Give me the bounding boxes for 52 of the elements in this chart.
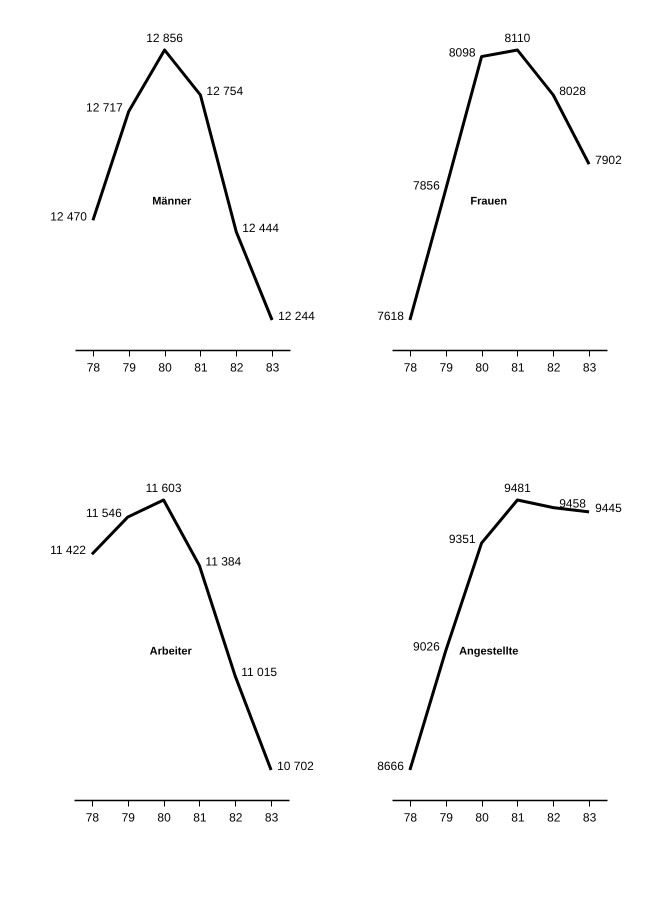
data-label: 12 856 [146, 31, 184, 45]
x-tick-label: 80 [158, 360, 172, 374]
x-tick-label: 82 [229, 810, 243, 824]
x-tick-label: 79 [440, 360, 454, 374]
x-tick-label: 83 [266, 360, 280, 374]
data-label: 11 015 [241, 665, 278, 680]
data-label: 12 717 [86, 100, 124, 114]
x-tick-label: 81 [194, 360, 208, 374]
data-label: 12 754 [206, 84, 244, 98]
data-label: 7618 [377, 309, 404, 323]
x-tick-label: 81 [511, 360, 525, 374]
x-tick-label: 82 [547, 360, 561, 374]
data-label: 11 384 [205, 554, 242, 569]
data-label: 8666 [377, 759, 404, 773]
x-tick-label: 78 [86, 810, 100, 824]
x-tick-label: 80 [475, 810, 490, 824]
x-tick-label: 83 [264, 810, 279, 824]
data-label: 9445 [595, 500, 622, 515]
x-tick-label: 79 [440, 810, 454, 824]
data-label: 9351 [448, 532, 476, 546]
x-tick-label: 78 [404, 360, 418, 374]
text: Angestellte [459, 646, 518, 658]
x-tick-label: 83 [582, 810, 597, 824]
data-label: 10 702 [277, 759, 314, 773]
data-label: 9026 [413, 640, 440, 654]
x-tick-label: 82 [547, 810, 561, 824]
x-tick-label: 79 [122, 810, 136, 824]
data-label: 12 244 [278, 309, 316, 323]
text: Männer [152, 196, 192, 208]
x-tick-label: 79 [122, 360, 136, 374]
data-label: 12 444 [242, 220, 280, 235]
data-label: 7856 [413, 178, 440, 192]
x-tick-label: 78 [86, 360, 100, 374]
data-label: 12 470 [50, 209, 88, 224]
x-tick-label: 80 [157, 810, 172, 824]
x-tick-label: 80 [475, 360, 490, 374]
x-tick-label: 81 [511, 810, 525, 824]
text: Frauen [470, 196, 508, 208]
data-label: 7902 [595, 153, 622, 168]
x-tick-label: 83 [582, 360, 597, 374]
data-label: 11 603 [146, 481, 182, 495]
data-label: 9481 [504, 481, 532, 495]
data-label: 8110 [504, 31, 531, 45]
data-label: 11 546 [86, 506, 122, 520]
data-label: 8098 [448, 46, 476, 60]
data-label: 8028 [559, 84, 586, 98]
text: Arbeiter [150, 646, 193, 658]
x-tick-label: 82 [230, 360, 244, 374]
data-label: 11 422 [50, 543, 86, 558]
data-label: 9458 [559, 496, 586, 511]
x-tick-label: 81 [193, 810, 207, 824]
x-tick-label: 78 [404, 810, 418, 824]
